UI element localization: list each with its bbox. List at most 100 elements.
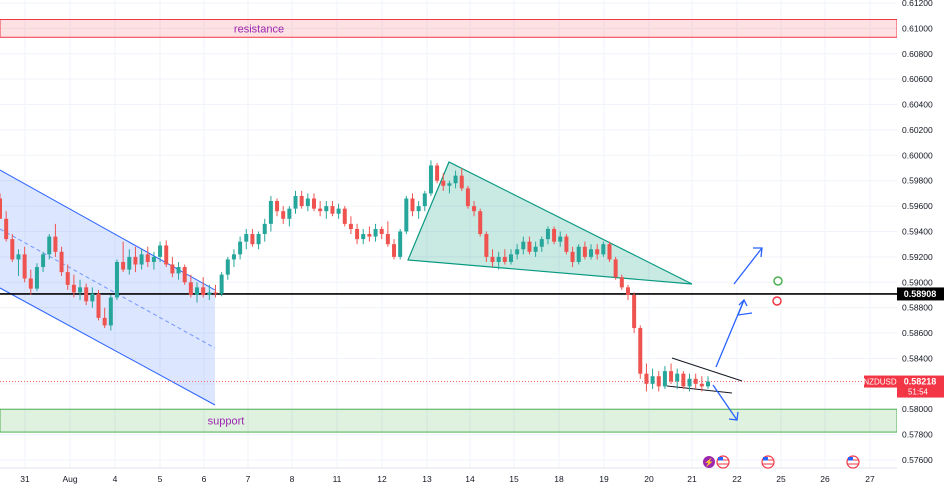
- time-tick-label: 5: [158, 474, 163, 484]
- triangle-pattern[interactable]: [407, 161, 693, 285]
- time-tick-label: 4: [113, 474, 118, 484]
- pennant-lower-line[interactable]: [666, 385, 733, 394]
- candle: [348, 216, 353, 235]
- support-zone[interactable]: support: [0, 408, 898, 433]
- candle: [121, 241, 126, 273]
- time-tick-label: 11: [333, 474, 342, 484]
- candle: [311, 193, 316, 212]
- candle: [545, 226, 550, 245]
- candle: [607, 241, 612, 262]
- arrow-up-path-1[interactable]: [733, 247, 763, 285]
- price-tick-label: 0.57800: [902, 430, 933, 440]
- time-tick-label: 19: [599, 474, 609, 484]
- price-tick-label: 0.59200: [902, 252, 933, 262]
- candle: [416, 201, 421, 219]
- candle: [188, 274, 193, 298]
- candle: [250, 228, 255, 247]
- candle: [336, 203, 341, 219]
- channel-mid-line[interactable]: [0, 228, 216, 349]
- candle: [638, 325, 643, 379]
- price-tick-label: 0.60800: [902, 49, 933, 59]
- candle: [330, 201, 335, 217]
- candle: [650, 368, 655, 389]
- candle: [669, 363, 674, 384]
- candle: [484, 231, 489, 262]
- candle: [428, 160, 433, 196]
- us-flag-icon[interactable]: [716, 455, 730, 469]
- candle: [459, 168, 464, 191]
- candle: [71, 274, 76, 298]
- price-tick-label: 0.58400: [902, 353, 933, 363]
- candle: [502, 249, 507, 265]
- lightning-event-icon[interactable]: [703, 456, 715, 468]
- symbol-label: NZDUSD: [863, 378, 897, 387]
- candle: [219, 272, 224, 297]
- us-flag-icon[interactable]: [761, 455, 775, 469]
- pennant-upper-line[interactable]: [671, 357, 743, 382]
- candle: [706, 376, 710, 389]
- candle: [53, 223, 58, 257]
- candle: [392, 239, 397, 260]
- candle: [342, 206, 347, 227]
- candle: [299, 190, 304, 209]
- candle: [28, 269, 33, 295]
- candle: [305, 193, 310, 212]
- candle: [114, 259, 119, 301]
- candle: [410, 193, 415, 217]
- candle: [367, 226, 372, 242]
- projection-arrows[interactable]: [712, 247, 763, 421]
- price-tick-label: 0.59000: [902, 277, 933, 287]
- time-tick-label: 8: [290, 474, 295, 484]
- green-marker-icon[interactable]: [773, 276, 783, 286]
- events[interactable]: ⚡: [703, 455, 860, 469]
- price-tick-label: 0.58600: [902, 328, 933, 338]
- candle: [318, 201, 323, 217]
- candle: [41, 251, 46, 273]
- resistance-zone[interactable]: resistance: [0, 19, 898, 38]
- candle: [158, 241, 163, 262]
- candle: [268, 195, 273, 232]
- candle: [281, 206, 286, 224]
- pennant-pattern[interactable]: [666, 357, 743, 394]
- candle: [435, 162, 440, 184]
- candle: [201, 277, 206, 298]
- time-tick-label: 31: [20, 474, 30, 484]
- candle: [687, 373, 692, 392]
- us-flag-icon[interactable]: [846, 455, 860, 469]
- candle: [256, 231, 261, 250]
- support-zone-rect[interactable]: [0, 408, 898, 433]
- arrow-zigzag-path[interactable]: [736, 299, 753, 316]
- arrow-down-head: [728, 411, 739, 421]
- time-axis[interactable]: 31 Aug 4 5 6 7 8 11 12 13 14 15 18 19 20 21 22 25 26 27: [20, 474, 875, 484]
- candle: [613, 256, 618, 280]
- candle: [244, 228, 249, 250]
- grid: [0, 0, 897, 468]
- candle: [422, 190, 427, 212]
- horizontal-level-price-box: [897, 287, 944, 301]
- channel-fill[interactable]: [0, 170, 215, 405]
- candle: [552, 226, 557, 245]
- price-tick-label: 0.60600: [902, 74, 933, 84]
- candle: [84, 283, 89, 306]
- candle: [207, 284, 212, 301]
- candle: [515, 244, 520, 260]
- resistance-zone-rect[interactable]: [0, 19, 898, 38]
- price-tick-label: 0.61200: [902, 0, 933, 8]
- candle: [619, 274, 624, 290]
- time-tick-label: 7: [246, 474, 251, 484]
- candle: [564, 234, 569, 255]
- candle: [225, 256, 230, 280]
- arrow-down-path[interactable]: [712, 384, 738, 421]
- candle: [693, 373, 698, 389]
- candle: [231, 249, 236, 268]
- red-marker-icon[interactable]: [772, 296, 782, 306]
- time-tick-label: 6: [202, 474, 207, 484]
- candle: [582, 241, 587, 260]
- horizontal-level-price: 0.58908: [904, 289, 937, 299]
- price-axis[interactable]: 0.61200 0.61000 0.60800 0.60600 0.60400 0.602…: [902, 0, 933, 465]
- channel-lower-line[interactable]: [0, 287, 216, 406]
- candle: [16, 249, 21, 276]
- candle: [96, 289, 101, 321]
- candle: [151, 251, 156, 270]
